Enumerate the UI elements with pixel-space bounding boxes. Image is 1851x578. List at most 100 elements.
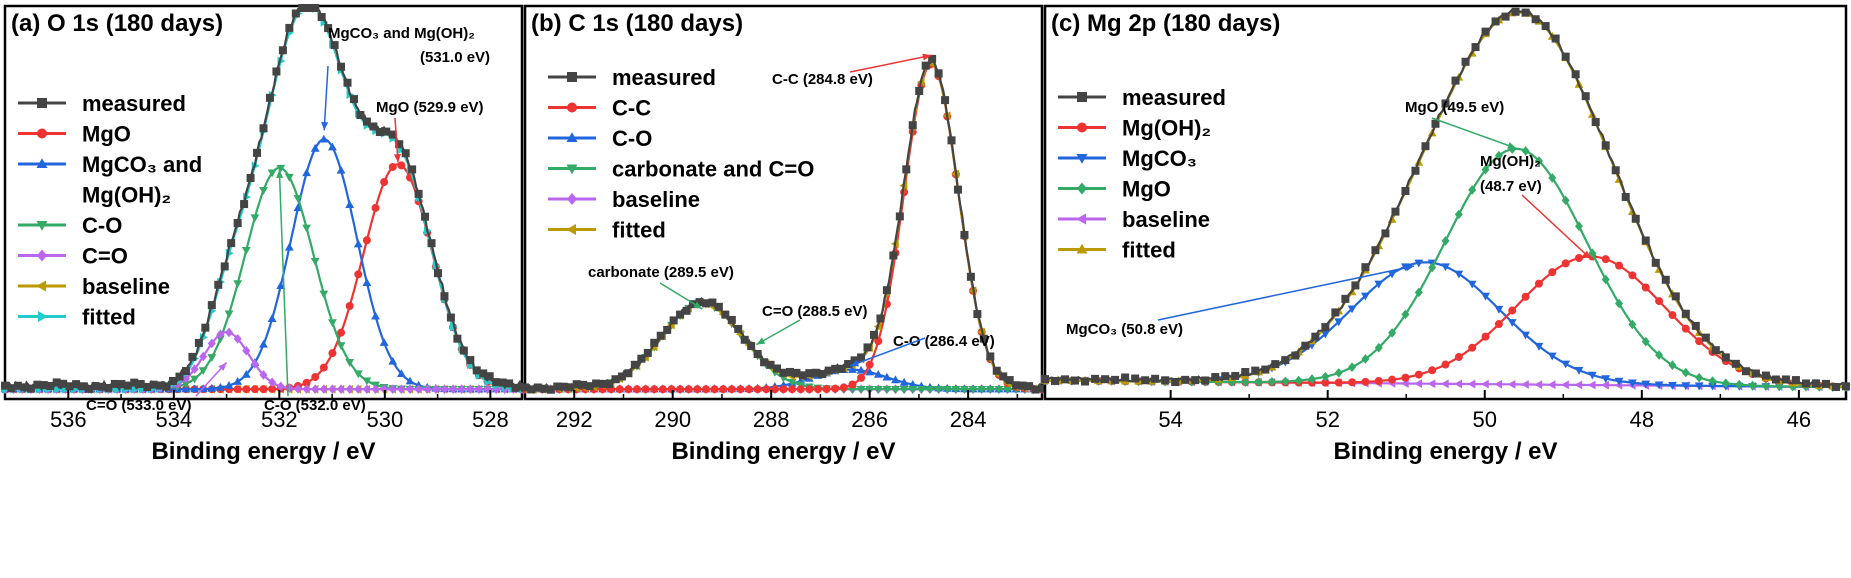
data-point-mgco3 — [1334, 318, 1344, 327]
data-point-baseline — [1427, 379, 1436, 389]
data-point-mgo — [1508, 144, 1517, 154]
data-point-c-o — [405, 384, 414, 395]
data-point-mgo — [302, 378, 311, 387]
legend-label: baseline — [1122, 207, 1210, 232]
data-point-c-o — [302, 384, 311, 394]
data-point-mg-oh-2 — [1374, 377, 1383, 386]
data-point-c-o — [207, 354, 217, 362]
data-point-mgco3 — [1481, 292, 1490, 301]
data-point-measured — [324, 24, 333, 33]
data-point-mg-oh-2 — [1388, 375, 1397, 384]
data-point-c-o — [483, 384, 492, 395]
data-point-measured — [611, 375, 620, 384]
data-point-mgco3 — [1654, 381, 1664, 390]
legend-item-baseline: baseline — [548, 187, 700, 212]
data-point-measured — [650, 338, 659, 347]
data-point-measured — [272, 67, 281, 76]
data-point-c-c — [857, 373, 866, 382]
annotation-label: carbonate (289.5 eV) — [588, 264, 734, 281]
data-point-mgco3-and-mg-oh-2 — [388, 356, 398, 365]
x-tick-label: 46 — [1787, 407, 1811, 432]
legend-label: C-C — [612, 96, 651, 121]
data-point-measured — [72, 380, 81, 389]
data-point-mgo — [268, 384, 277, 393]
data-point-measured — [1081, 377, 1090, 386]
data-point-measured — [1051, 376, 1060, 385]
annotation-mg-oh: Mg(OH)₂ (48.7 eV) — [1480, 153, 1592, 260]
legend-item-c-c: C-C — [548, 96, 651, 121]
data-point-c-o — [276, 164, 286, 173]
data-point-measured — [669, 316, 678, 325]
data-point-baseline — [1494, 379, 1503, 389]
data-point-c-o — [397, 384, 406, 395]
data-point-c-o — [276, 381, 285, 392]
data-point-c-o — [190, 364, 199, 374]
data-point-measured — [630, 360, 639, 369]
data-point-measured — [727, 315, 736, 324]
data-point-measured — [1791, 376, 1800, 385]
data-point-measured — [540, 384, 549, 393]
data-point-measured — [1351, 281, 1360, 290]
data-point-mgo — [242, 385, 251, 394]
data-point-c-o — [207, 338, 216, 349]
data-point-mgo — [1601, 274, 1610, 285]
data-point-mgco3-and-mg-oh-2 — [259, 339, 268, 348]
annotation-c-o-288-5-ev: C=O (288.5 eV) — [756, 303, 867, 346]
data-point-measured — [1101, 375, 1110, 384]
data-point-measured — [466, 356, 475, 365]
data-point-measured — [546, 385, 555, 394]
annotation-arrow-line — [849, 337, 926, 367]
data-point-measured — [472, 366, 481, 375]
data-point-mgo — [1348, 362, 1357, 372]
data-point-measured — [966, 272, 975, 281]
data-point-mgco3 — [1521, 331, 1530, 340]
data-point-c-o — [250, 359, 259, 369]
data-point-measured — [143, 382, 152, 391]
legend-label: fitted — [82, 305, 136, 330]
data-point-measured — [1191, 376, 1200, 385]
data-point-c-o — [337, 384, 346, 395]
data-point-measured — [953, 185, 962, 194]
data-point-measured — [110, 379, 119, 388]
x-tick-label: 536 — [50, 407, 87, 432]
data-point-measured — [572, 380, 581, 389]
data-point-mgo — [345, 302, 354, 311]
data-point-measured — [773, 364, 782, 373]
data-point-c-c — [719, 385, 728, 394]
legend-label: MgO — [1122, 177, 1171, 202]
data-point-mgco3-and-mg-oh-2 — [319, 134, 329, 143]
data-point-c-o — [848, 365, 857, 373]
data-point-carbonate-and-c-o — [1003, 386, 1012, 394]
data-point-measured — [1701, 333, 1710, 342]
data-point-measured — [1301, 341, 1310, 350]
data-point-mg-oh-2 — [1494, 320, 1503, 329]
plot-frame — [523, 4, 1044, 401]
annotation-mgco-50-8-ev: MgCO₃ (50.8 eV) — [1066, 264, 1415, 338]
data-point-mg-oh-2 — [1561, 259, 1570, 268]
data-point-mgo — [1374, 342, 1383, 353]
data-point-c-o — [891, 375, 900, 384]
legend-marker — [1077, 92, 1087, 102]
data-point-c-o — [241, 246, 251, 255]
data-point-measured — [123, 381, 132, 390]
data-point-c-o — [259, 187, 268, 195]
data-point-carbonate-and-c-o — [968, 386, 978, 394]
data-point-mgco3-and-mg-oh-2 — [405, 376, 415, 385]
x-tick-label: 532 — [261, 407, 298, 432]
data-point-c-o — [267, 169, 277, 178]
data-point-measured — [259, 124, 268, 133]
annotation-arrow-line — [323, 65, 329, 131]
data-point-measured — [708, 298, 717, 307]
data-point-measured — [240, 200, 249, 209]
annotation-mgo-529-9-ev: MgO (529.9 eV) — [376, 99, 484, 163]
data-point-measured — [1321, 323, 1330, 332]
legend: measured Mg(OH)₂ MgCO₃ MgO baseline fitted — [1058, 85, 1226, 263]
data-point-carbonate-and-c-o — [899, 386, 909, 394]
annotation-label-line2: (48.7 eV) — [1480, 178, 1542, 195]
data-point-mgo — [1721, 378, 1730, 389]
data-point-mgo — [1481, 164, 1490, 175]
data-point-measured — [663, 325, 672, 334]
data-point-c-o — [310, 257, 320, 266]
data-point-mg-oh-2 — [1534, 279, 1543, 288]
data-point-measured — [117, 380, 126, 389]
